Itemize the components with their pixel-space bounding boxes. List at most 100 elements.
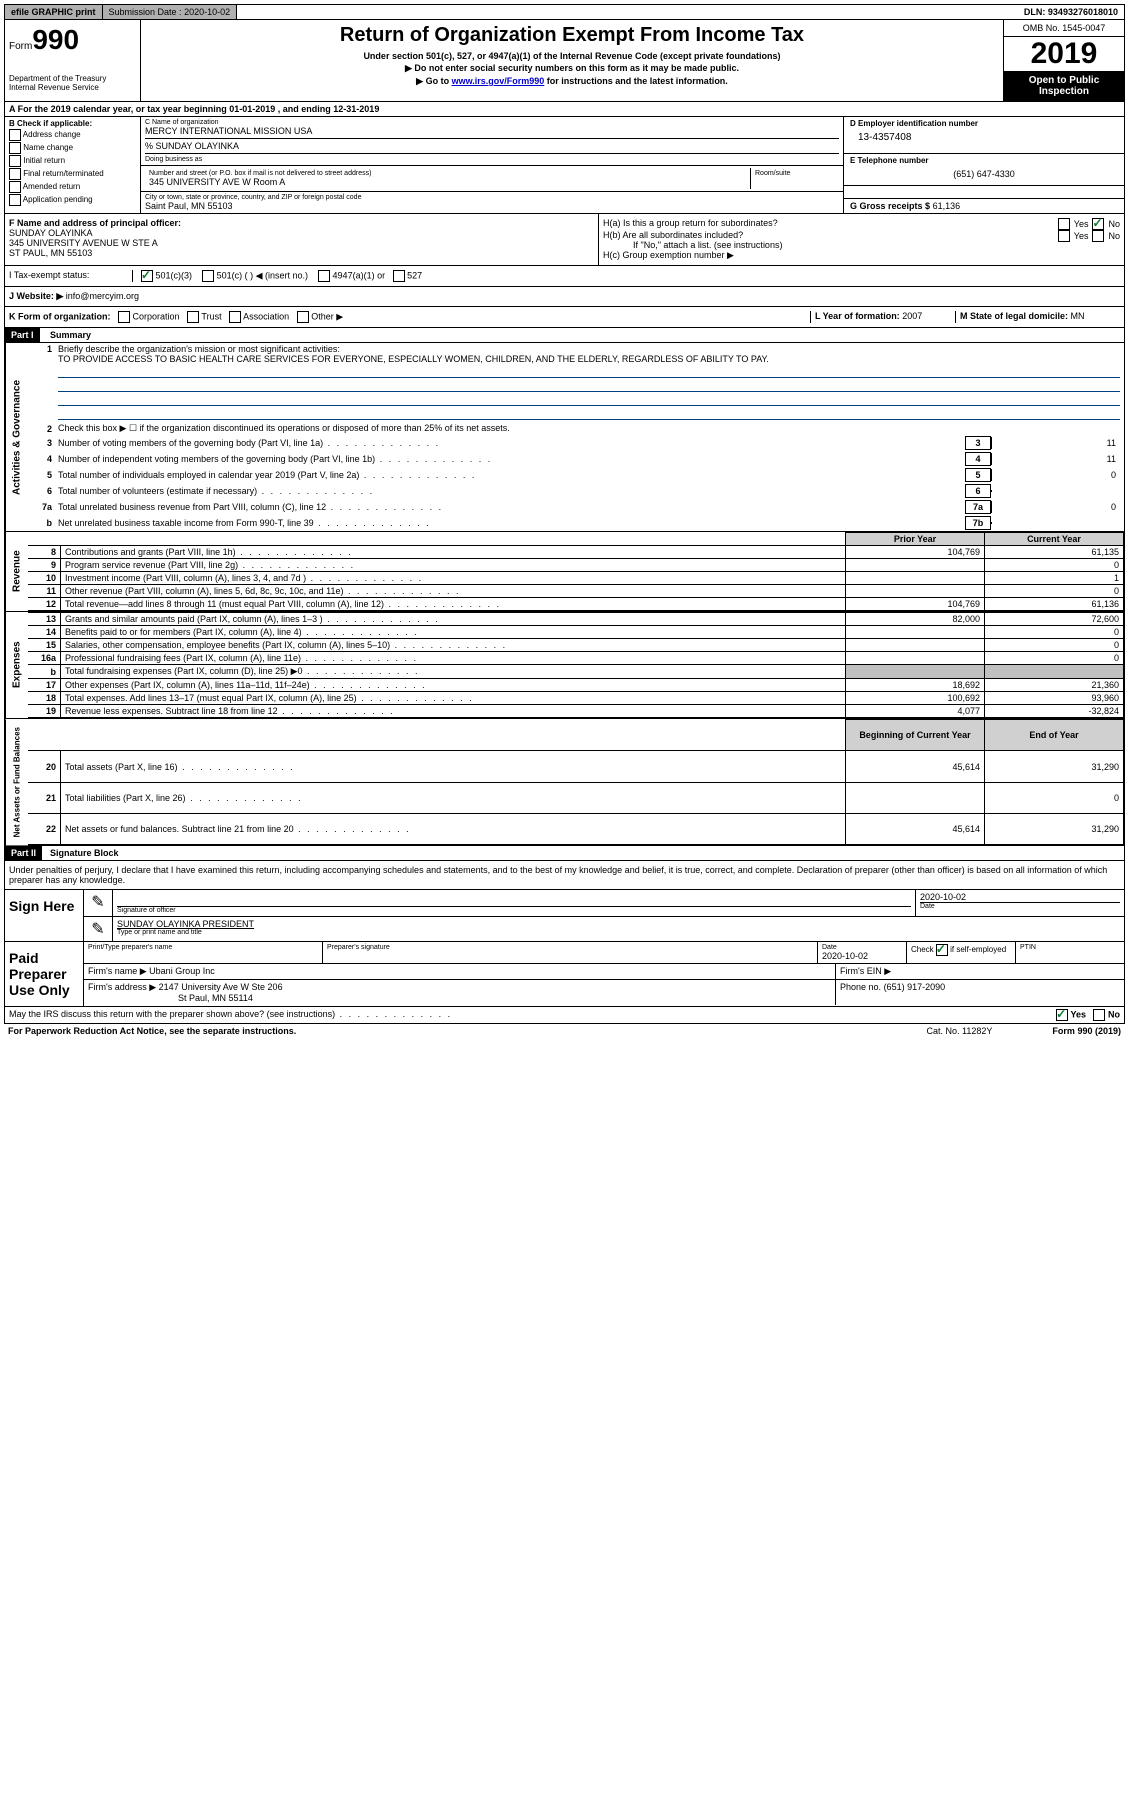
box-b-label: B Check if applicable:	[9, 119, 136, 128]
firm-ein: Firm's EIN ▶	[836, 964, 1124, 979]
gov-line-b: b Net unrelated business taxable income …	[28, 515, 1124, 531]
pen-icon: ✎	[84, 890, 113, 916]
h-b: H(b) Are all subordinates included? Yes …	[603, 230, 1120, 240]
cb-application-pending[interactable]: Application pending	[9, 194, 136, 206]
part-1-revenue: Revenue Prior Year Current Year 8 Contri…	[4, 532, 1125, 612]
cb-501c[interactable]	[202, 270, 214, 282]
fin-row-17: 17 Other expenses (Part IX, column (A), …	[28, 679, 1124, 692]
vert-label-governance: Activities & Governance	[5, 343, 28, 531]
form-org-label: K Form of organization:	[9, 311, 111, 321]
cb-other[interactable]	[297, 311, 309, 323]
cb-discuss-no[interactable]	[1093, 1009, 1105, 1021]
row-j: J Website: ▶ info@mercyim.org	[4, 287, 1125, 307]
discuss-text: May the IRS discuss this return with the…	[9, 1009, 452, 1021]
col-begin: Beginning of Current Year	[846, 720, 985, 751]
cb-4947[interactable]	[318, 270, 330, 282]
cb-discuss-yes[interactable]	[1056, 1009, 1068, 1021]
fin-row-16a: 16a Professional fundraising fees (Part …	[28, 652, 1124, 665]
room-label: Room/suite	[751, 168, 839, 189]
org-name: MERCY INTERNATIONAL MISSION USA	[145, 126, 839, 136]
cb-address-change[interactable]: Address change	[9, 129, 136, 141]
phone-value: (651) 647-4330	[850, 165, 1118, 183]
cb-501c3[interactable]	[141, 270, 153, 282]
form-header: Form990 Department of the Treasury Inter…	[4, 20, 1125, 102]
part-1-governance: Activities & Governance 1 Briefly descri…	[4, 343, 1125, 532]
ein-label: D Employer identification number	[850, 119, 1118, 128]
part-1-netassets: Net Assets or Fund Balances Beginning of…	[4, 719, 1125, 846]
cb-final-return[interactable]: Final return/terminated	[9, 168, 136, 180]
cb-trust[interactable]	[187, 311, 199, 323]
cb-corp[interactable]	[118, 311, 130, 323]
dept-treasury: Department of the Treasury Internal Reve…	[9, 74, 136, 92]
check-self-employed[interactable]: Check if self-employed	[907, 942, 1016, 963]
irs-link[interactable]: www.irs.gov/Form990	[452, 76, 545, 86]
cat-no: Cat. No. 11282Y	[927, 1026, 993, 1036]
cb-assoc[interactable]	[229, 311, 241, 323]
h-a: H(a) Is this a group return for subordin…	[603, 218, 1120, 228]
efile-print-button[interactable]: efile GRAPHIC print	[5, 5, 103, 19]
gov-line-4: 4 Number of independent voting members o…	[28, 451, 1124, 467]
form-title: Return of Organization Exempt From Incom…	[145, 24, 999, 47]
prep-name-label: Print/Type preparer's name	[84, 942, 323, 963]
firm-city: St Paul, MN 55114	[88, 993, 253, 1003]
info-grid: B Check if applicable: Address change Na…	[4, 117, 1125, 214]
fin-row-22: 22 Net assets or fund balances. Subtract…	[28, 814, 1124, 845]
fin-row-12: 12 Total revenue—add lines 8 through 11 …	[28, 598, 1124, 611]
tax-exempt-options: 501(c)(3) 501(c) ( ) ◀ (insert no.) 4947…	[133, 270, 1120, 282]
sig-date: 2020-10-02	[920, 892, 1120, 902]
paid-preparer-label: Paid Preparer Use Only	[5, 942, 84, 1006]
dln-label: DLN:	[1024, 7, 1046, 17]
row-k: K Form of organization: Corporation Trus…	[4, 307, 1125, 328]
submission-date-value: 2020-10-02	[184, 7, 230, 17]
box-c: C Name of organization MERCY INTERNATION…	[141, 117, 844, 213]
sig-officer-label: Signature of officer	[117, 906, 911, 914]
fin-row-15: 15 Salaries, other compensation, employe…	[28, 639, 1124, 652]
col-current: Current Year	[985, 533, 1124, 546]
cb-527[interactable]	[393, 270, 405, 282]
fin-row-14: 14 Benefits paid to or for members (Part…	[28, 626, 1124, 639]
page-footer: For Paperwork Reduction Act Notice, see …	[4, 1024, 1125, 1038]
open-to-public: Open to Public Inspection	[1004, 71, 1124, 101]
row-i-label: I Tax-exempt status:	[9, 270, 133, 282]
firm-addr: 2147 University Ave W Ste 206	[159, 982, 283, 992]
submission-date: Submission Date : 2020-10-02	[103, 5, 238, 19]
discuss-row: May the IRS discuss this return with the…	[4, 1007, 1125, 1024]
omb-number: OMB No. 1545-0047	[1004, 20, 1124, 37]
col-prior: Prior Year	[846, 533, 985, 546]
footer-right: Form 990 (2019)	[1052, 1026, 1121, 1036]
officer-addr1: 345 UNIVERSITY AVENUE W STE A	[9, 238, 594, 248]
vert-label-revenue: Revenue	[5, 532, 28, 611]
date-label: Date	[920, 902, 1120, 910]
cb-amended-return[interactable]: Amended return	[9, 181, 136, 193]
box-b: B Check if applicable: Address change Na…	[5, 117, 141, 213]
fin-row-20: 20 Total assets (Part X, line 16) 45,614…	[28, 751, 1124, 782]
declaration: Under penalties of perjury, I declare th…	[4, 861, 1125, 890]
website-value: info@mercyim.org	[66, 291, 139, 302]
mission-label: Briefly describe the organization's miss…	[58, 344, 1120, 354]
pen-icon-2: ✎	[84, 917, 113, 941]
care-of: % SUNDAY OLAYINKA	[145, 138, 839, 151]
dln: DLN: 93493276018010	[1018, 5, 1124, 19]
gov-line-3: 3 Number of voting members of the govern…	[28, 435, 1124, 451]
gov-line-7a: 7a Total unrelated business revenue from…	[28, 499, 1124, 515]
boxes-d-e-g: D Employer identification number 13-4357…	[844, 117, 1124, 213]
fin-row-10: 10 Investment income (Part VIII, column …	[28, 572, 1124, 585]
line-2: Check this box ▶ ☐ if the organization d…	[58, 423, 1120, 434]
row-i: I Tax-exempt status: 501(c)(3) 501(c) ( …	[4, 266, 1125, 287]
cb-initial-return[interactable]: Initial return	[9, 155, 136, 167]
form-subtitle: Under section 501(c), 527, or 4947(a)(1)…	[145, 51, 999, 61]
sign-here-block: Sign Here ✎ Signature of officer 2020-10…	[4, 890, 1125, 942]
type-name-label: Type or print name and title	[117, 929, 1120, 936]
org-city: Saint Paul, MN 55103	[145, 201, 839, 211]
cb-name-change[interactable]: Name change	[9, 142, 136, 154]
submission-date-label: Submission Date :	[109, 7, 182, 17]
footer-left: For Paperwork Reduction Act Notice, see …	[8, 1026, 296, 1036]
fin-row-19: 19 Revenue less expenses. Subtract line …	[28, 705, 1124, 718]
fin-row-13: 13 Grants and similar amounts paid (Part…	[28, 613, 1124, 626]
fin-row-11: 11 Other revenue (Part VIII, column (A),…	[28, 585, 1124, 598]
firm-name-label: Firm's name ▶	[88, 966, 147, 976]
part-1-header: Part IPart I Summary Summary	[4, 328, 1125, 343]
officer-name: SUNDAY OLAYINKA	[9, 228, 594, 238]
h-b-note: If "No," attach a list. (see instruction…	[603, 240, 1120, 250]
part-1-expenses: Expenses 13 Grants and similar amounts p…	[4, 612, 1125, 719]
